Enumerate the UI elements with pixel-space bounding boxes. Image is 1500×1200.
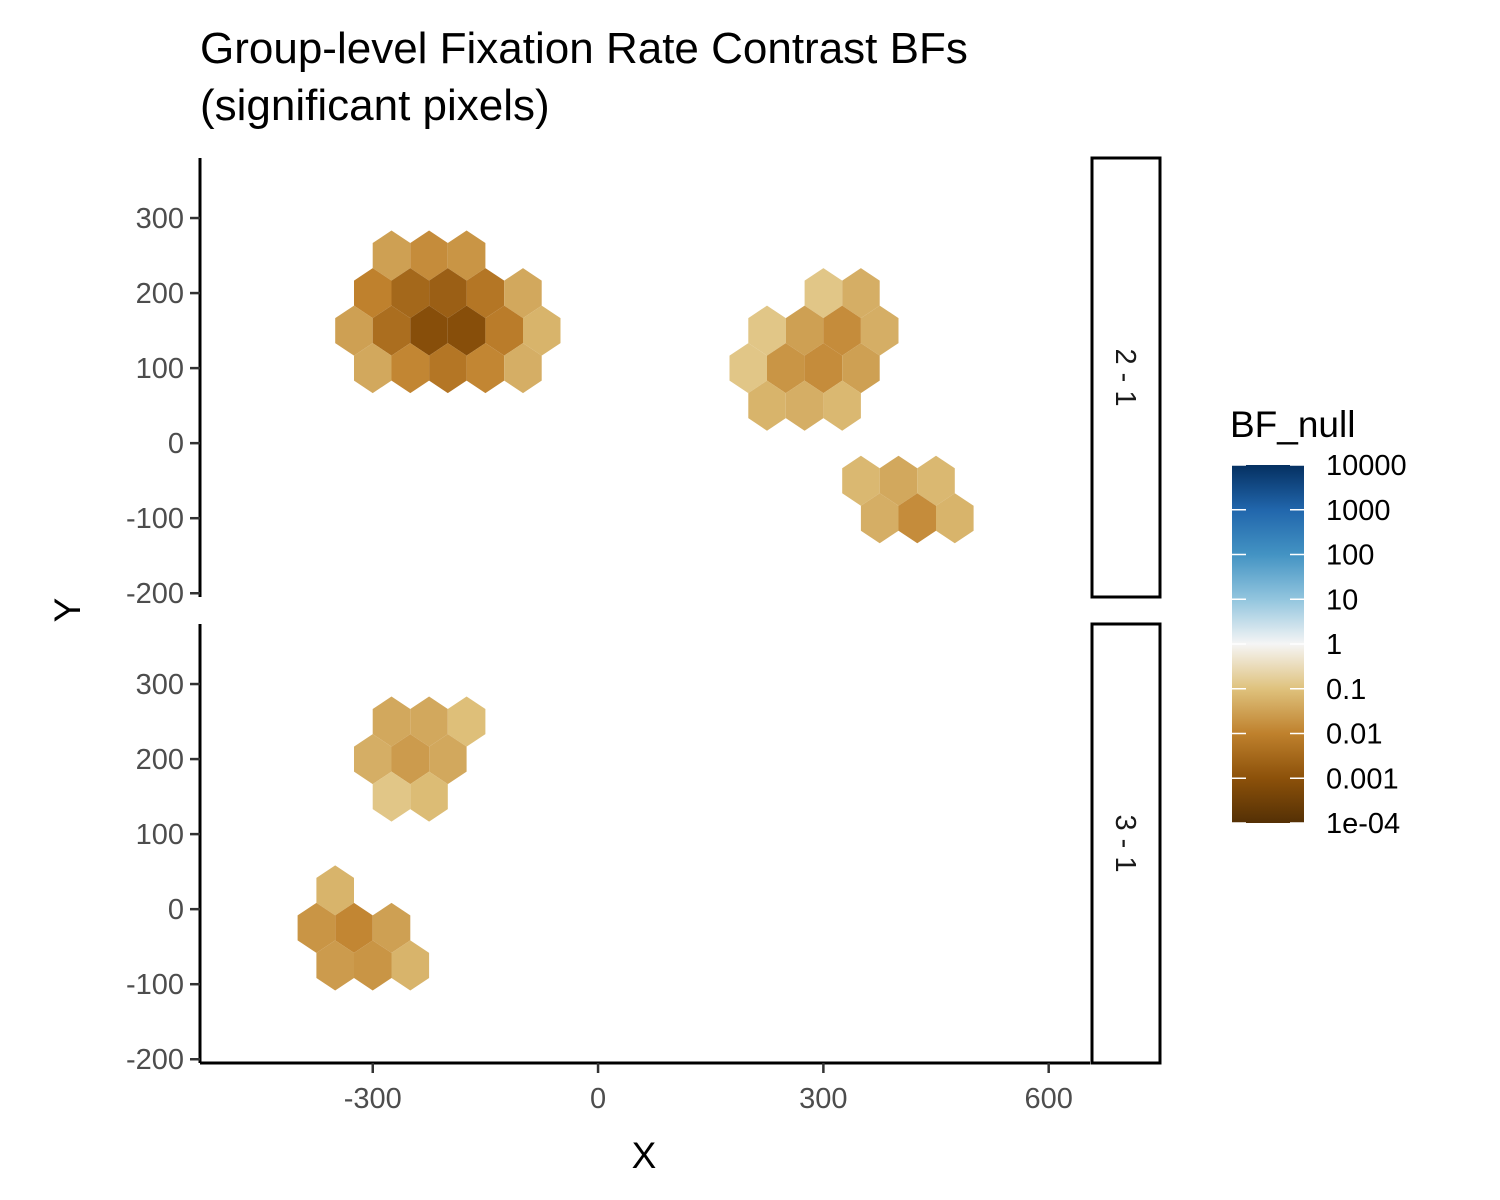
legend-label: 1000 [1326,495,1391,527]
hex-cell [391,343,430,394]
y-tick-label: -200 [126,1044,184,1076]
hex-cell [804,343,843,394]
legend-label: 1 [1326,629,1342,661]
hex-cell [372,696,411,747]
hex-cell [429,268,467,319]
hex-cell [485,305,523,356]
hex-cell [842,455,880,506]
hex-cell [447,305,486,356]
hex-cell [410,696,448,747]
hex-cell [785,305,824,356]
y-tick-label: 0 [168,894,184,926]
legend-label: 1e-04 [1326,808,1400,840]
y-tick-label: 100 [136,353,184,385]
hex-cell [898,493,936,544]
facet-panels: -200 -100 0 100 200 300 2 - 1 -200 -100 0 100 200 30… [126,156,1162,1076]
hex-cell [335,305,373,356]
y-tick-label: 200 [136,278,184,310]
facet-panel: -200 -100 0 100 200 300 3 - 1 [126,622,1162,1076]
hex-cell [297,902,336,953]
hex-cell [410,230,448,281]
chart-title-line-1: Group-level Fixation Rate Contrast BFs [200,24,968,73]
hex-cell [879,455,918,506]
hex-cell [466,343,505,394]
hex-cell [410,305,448,356]
facet-strip [1090,622,1162,1065]
y-tick-label: 300 [136,669,184,701]
hex-cell [372,305,411,356]
hex-cell [391,940,430,991]
x-axis-title: X [632,1135,657,1176]
hex-cell [391,268,430,319]
y-tick-label: 300 [136,203,184,235]
hex-cell [860,493,899,544]
x-tick-label: -300 [344,1083,402,1115]
facet-strip-label: 2 - 1 [1109,348,1141,406]
hex-cell [354,343,392,394]
hex-cell [917,455,955,506]
hex-cell [804,268,843,319]
hex-cell [354,268,392,319]
legend-label: 10 [1326,584,1358,616]
hex-cell [748,305,786,356]
x-axis: -300 0 300 600 [200,1061,1090,1115]
y-axis-title: Y [47,598,88,623]
hex-cell [785,380,824,431]
hex-cell [429,734,467,785]
hex-cell [447,230,486,281]
hex-cell [372,771,411,822]
hex-cell [729,343,767,394]
legend-label: 10000 [1326,450,1407,482]
legend-label: 0.001 [1326,763,1399,795]
y-tick-label: 0 [168,428,184,460]
hex-cell [842,343,880,394]
y-tick-label: 100 [136,819,184,851]
hex-cell [316,940,354,991]
chart-title: Group-level Fixation Rate Contrast BFs (… [200,24,968,130]
legend-label: 100 [1326,540,1374,572]
hex-cell [391,734,430,785]
y-tick-label: -100 [126,503,184,535]
hex-cell [354,734,392,785]
hex-cell [429,343,467,394]
hex-cell [748,380,786,431]
hex-cell [354,940,392,991]
x-tick-label: 300 [799,1083,847,1115]
hex-cell [767,343,805,394]
y-tick-label: 200 [136,744,184,776]
x-tick-label: 0 [590,1083,606,1115]
hex-cell [316,865,354,916]
facet-panel: -200 -100 0 100 200 300 2 - 1 [126,156,1162,610]
hex-cell [936,493,974,544]
hex-cell [447,696,486,747]
hex-cell [410,771,448,822]
hex-cell [523,305,561,356]
facet-strip-label: 3 - 1 [1109,814,1141,872]
hex-cell [372,230,411,281]
hex-cell [823,380,861,431]
legend-label: 0.01 [1326,719,1382,751]
hex-cell [504,343,542,394]
legend-title: BF_null [1230,404,1355,445]
hex-cell [504,268,542,319]
y-tick-label: -100 [126,969,184,1001]
hex-cell [372,902,411,953]
y-tick-label: -200 [126,578,184,610]
hex-cell [860,305,899,356]
legend-label: 0.1 [1326,674,1366,706]
color-legend: BF_null 10000 1000 100 10 1 0.1 0.01 0.001 1e-04 [1230,404,1407,840]
facet-strip [1090,156,1162,599]
chart-subtitle: (significant pixels) [200,81,550,130]
hex-cell [335,902,373,953]
hex-cell [466,268,505,319]
hex-cell [823,305,861,356]
hex-cell [842,268,880,319]
x-tick-label: 600 [1024,1083,1072,1115]
